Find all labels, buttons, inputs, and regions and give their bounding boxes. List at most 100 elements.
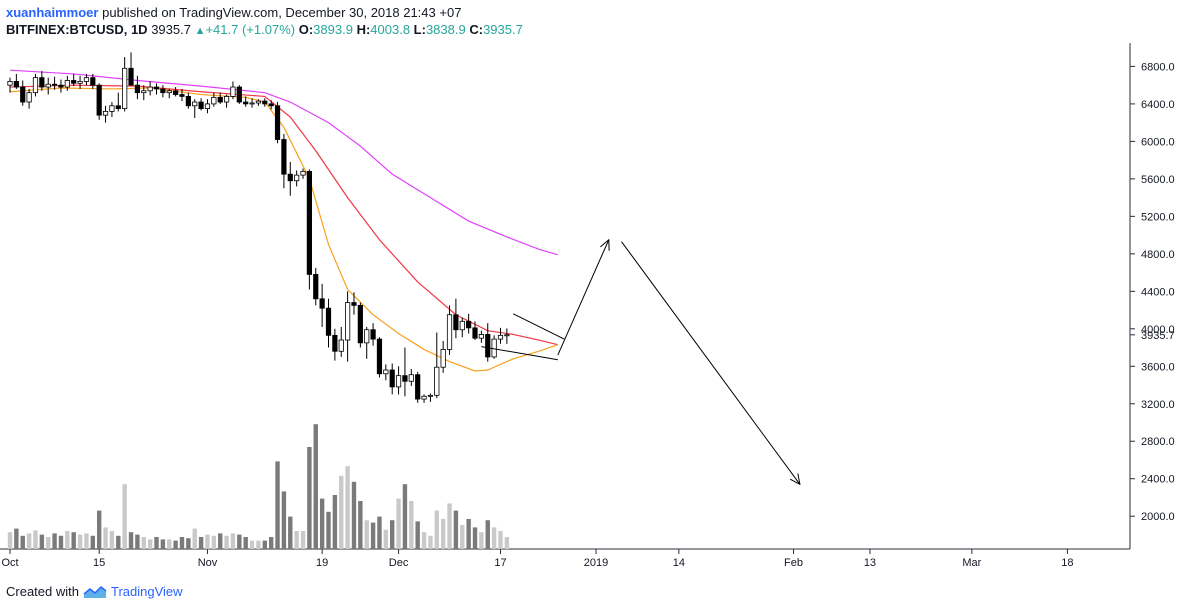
volume-bar — [122, 484, 127, 549]
time-tick-label: Dec — [389, 557, 409, 569]
candle-body — [236, 86, 242, 103]
volume-bar — [396, 498, 401, 549]
candle-body — [198, 101, 204, 109]
candle-body — [32, 77, 39, 94]
volume-bar — [300, 531, 306, 549]
volume-bar — [288, 516, 293, 549]
candle-body — [294, 174, 300, 182]
price-change: +41.7 (+1.07%) — [205, 22, 296, 37]
candle-body — [325, 307, 332, 336]
candle-body — [166, 90, 172, 94]
candle-body — [134, 84, 140, 94]
volume-bar — [472, 527, 478, 549]
candle-body — [223, 96, 230, 103]
time-tick-label: 17 — [494, 557, 506, 569]
price-tick-label: 3200.0 — [1141, 399, 1175, 411]
candle-body — [459, 320, 465, 331]
volume-bar — [186, 538, 191, 549]
candle-body — [421, 395, 427, 400]
ma-magenta-line — [9, 69, 558, 256]
volume-bar — [453, 510, 459, 549]
volume-bar — [447, 503, 452, 549]
footer: Created with TradingView — [6, 584, 183, 599]
volume-bar — [434, 510, 439, 549]
volume-bar — [135, 534, 140, 549]
volume-bar — [409, 501, 414, 549]
ma-red-line — [9, 84, 558, 346]
close-label: C: — [469, 22, 484, 37]
volume-bar — [345, 466, 350, 549]
volume-bar — [147, 539, 153, 549]
candle-body — [192, 101, 198, 107]
last-price-label: 3935.7 — [1141, 330, 1175, 342]
volume-bar — [421, 532, 427, 549]
volume-bar — [313, 424, 318, 549]
candle-body — [58, 84, 64, 88]
volume-bar — [116, 535, 121, 549]
volume-bar — [383, 529, 389, 549]
candle-body — [434, 366, 440, 396]
volume-bar — [377, 516, 382, 549]
volume-bar — [339, 475, 344, 549]
candle-body — [357, 304, 363, 344]
candle-body — [376, 338, 383, 375]
volume-bar — [96, 510, 102, 549]
volume-bar — [326, 511, 331, 549]
volume-bar — [504, 537, 510, 549]
volume-bar — [198, 537, 204, 549]
author-link[interactable]: xuanhaimmoer — [6, 5, 99, 20]
volume-bar — [103, 527, 108, 549]
created-with-text: Created with — [6, 584, 79, 599]
price-tick-label: 5200.0 — [1141, 211, 1175, 223]
volume-bar — [498, 531, 503, 549]
volume-bar — [39, 534, 45, 549]
candle-body — [338, 339, 344, 352]
candle-body — [83, 77, 90, 82]
price-tick-label: 2800.0 — [1141, 436, 1175, 448]
volume-bar — [52, 533, 57, 549]
candle-body — [122, 67, 128, 109]
volume-bar — [262, 540, 267, 549]
candle-body — [395, 375, 402, 388]
volume-bar — [154, 537, 159, 549]
volume-bar — [415, 521, 420, 549]
volume-bar — [307, 447, 312, 549]
price-tick-label: 4000.0 — [1141, 324, 1175, 336]
volume-bar — [491, 527, 497, 549]
candle-body — [319, 298, 325, 309]
candle-body — [7, 81, 13, 86]
volume-bar — [281, 491, 287, 549]
candle-body — [268, 103, 274, 107]
up-arrow-icon: ▲ — [194, 25, 206, 37]
price-tick-label: 2000.0 — [1141, 511, 1175, 523]
price-tick-label: 6000.0 — [1141, 136, 1175, 148]
candle-body — [466, 320, 472, 329]
volume-bar — [205, 534, 210, 549]
volume-bar — [294, 531, 299, 549]
candle-body — [141, 90, 147, 94]
tradingview-brand[interactable]: TradingView — [110, 584, 183, 599]
volume-bar — [20, 535, 25, 549]
candle-body — [446, 314, 453, 350]
triangle-upper-trendline — [513, 313, 565, 340]
publish-line: xuanhaimmoer published on TradingView.co… — [6, 4, 523, 21]
volume-bar — [211, 535, 217, 549]
volume-bar — [275, 461, 280, 549]
volume-bar — [237, 534, 242, 549]
time-tick-label: 14 — [673, 557, 685, 569]
price-tick-label: 6400.0 — [1141, 99, 1175, 111]
volume-bar — [390, 520, 395, 549]
volume-bar — [230, 533, 236, 549]
volume-bar — [460, 525, 465, 549]
candle-body — [249, 102, 255, 105]
time-tick-label: Feb — [784, 557, 803, 569]
high-label: H: — [356, 22, 371, 37]
candle-body — [51, 83, 58, 86]
candle-body — [115, 105, 121, 109]
published-text: published on TradingView.com, December 3… — [102, 5, 462, 20]
candle-body — [243, 101, 249, 105]
candle-body — [147, 86, 153, 92]
open-value: 3893.9 — [313, 22, 353, 37]
symbol-label: BITFINEX:BTCUSD, 1D — [6, 22, 148, 37]
